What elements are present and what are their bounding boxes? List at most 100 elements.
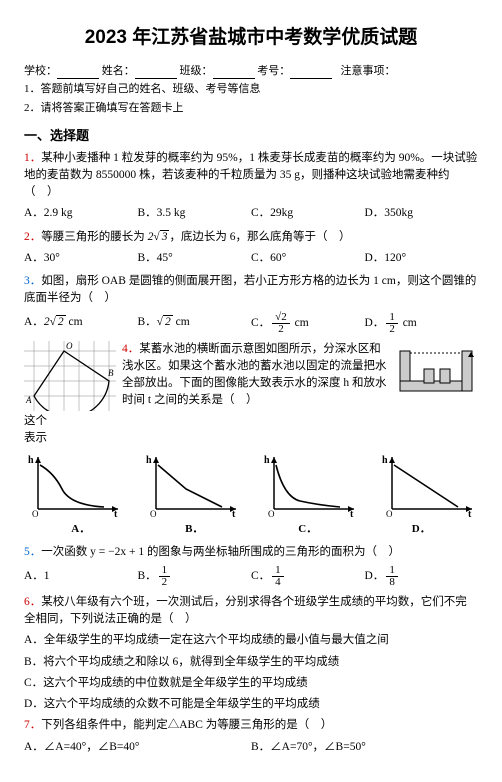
q6-opt-b: B．将六个平均成绩之和除以 6，就得到全年级学生的平均成绩 [24, 654, 478, 671]
question-2: 2．等腰三角形的腰长为 23，底边长为 6，那么底角等于（ ） [24, 229, 478, 246]
question-7: 7．下列各组条件中，能判定△ABC 为等腰三角形的是（ ） [24, 717, 478, 734]
q4-left-a: 这个 [24, 415, 47, 427]
q1-text: 某种小麦播种 1 粒发芽的概率约为 95%，1 株麦芽长成麦苗的概率约为 90%… [24, 152, 477, 199]
q7-number: 7． [24, 719, 41, 731]
class-slot [213, 66, 255, 79]
q1-opt-b: B．3.5 kg [138, 205, 252, 222]
q5-b-frac: 12 [159, 565, 171, 588]
q3-opt-d: D．12 cm [365, 312, 479, 335]
graph-c: h O t [260, 453, 360, 519]
svg-text:B: B [108, 368, 114, 378]
q2-text-a: 等腰三角形的腰长为 [41, 231, 145, 243]
q3-b-val: 2 [157, 316, 173, 328]
q5-options: A．1 B．12 C．14 D．18 [24, 565, 478, 588]
graph-d: h O t [378, 453, 478, 519]
svg-text:h: h [28, 455, 34, 466]
q2-sqrt: 23 [148, 231, 170, 243]
q4-graphs: h O t h O t h O t h O t [24, 453, 478, 519]
q1-opt-c: C．29kg [251, 205, 365, 222]
q3-d-pre: D． [365, 317, 385, 329]
q5-b-pre: B． [138, 570, 157, 582]
svg-text:O: O [32, 509, 39, 519]
svg-text:O: O [386, 509, 393, 519]
q7-opt-b: B．∠A=70°，∠B=50° [251, 739, 478, 756]
q3-opt-a: A．22 cm [24, 314, 138, 331]
q3-d-unit: cm [400, 317, 417, 329]
q4-label-a: A． [24, 521, 138, 538]
q3-c-unit: cm [292, 317, 309, 329]
svg-text:h: h [382, 455, 388, 466]
fan-figure: O A B [24, 341, 116, 411]
graph-b: h O t [142, 453, 242, 519]
section-1-title: 一、选择题 [24, 126, 478, 146]
q3-options: A．22 cm B．2 cm C．√22 cm D．12 cm [24, 312, 478, 335]
q5-opt-d: D．18 [365, 565, 479, 588]
q4-left-b: 表示 [24, 432, 47, 444]
svg-text:t: t [232, 509, 236, 519]
svg-text:h: h [146, 455, 152, 466]
q2-opt-c: C．60° [251, 250, 365, 267]
class-label: 班级： [180, 65, 213, 77]
q5-opt-c: C．14 [251, 565, 365, 588]
q4-number: 4． [122, 343, 139, 355]
svg-text:O: O [268, 509, 275, 519]
question-3: 3．如图，扇形 OAB 是圆锥的侧面展开图，若小正方形方格的边长为 1 cm，则… [24, 273, 478, 308]
q3-number: 3． [24, 275, 41, 287]
q7-text: 下列各组条件中，能判定△ABC 为等腰三角形的是（ ） [41, 719, 332, 731]
q2-opt-d: D．120° [365, 250, 479, 267]
q3-b-pre: B． [138, 316, 157, 328]
question-5: 5．一次函数 y = −2x + 1 的图象与两坐标轴所围成的三角形的面积为（ … [24, 544, 478, 561]
q3-c-frac: √22 [272, 312, 290, 335]
q2-opt-b: B．45° [138, 250, 252, 267]
q5-d-frac: 18 [386, 565, 398, 588]
q2-options: A．30° B．45° C．60° D．120° [24, 250, 478, 267]
q6-number: 6． [24, 596, 41, 608]
exam-slot [290, 66, 332, 79]
svg-text:t: t [114, 509, 118, 519]
q4-text-wrap: 4．某蓄水池的横断面示意图如图所示，分深水区和浅水区。如果这个蓄水池的蓄水池以固… [122, 341, 388, 410]
question-6: 6．某校八年级有六个班，一次测试后，分别求得各个班级学生成绩的平均数，它们不完全… [24, 594, 478, 629]
note-2: 2．请将答案正确填写在答题卡上 [24, 100, 478, 117]
q4-label-b: B． [138, 521, 252, 538]
q2-opt-a: A．30° [24, 250, 138, 267]
q3-a-unit: cm [66, 316, 83, 328]
q3-text: 如图，扇形 OAB 是圆锥的侧面展开图，若小正方形方格的边长为 1 cm，则这个… [24, 275, 476, 304]
q3-opt-b: B．2 cm [138, 314, 252, 331]
q5-opt-b: B．12 [138, 565, 252, 588]
notice-label: 注意事项： [341, 65, 396, 77]
svg-text:t: t [350, 509, 354, 519]
q5-c-pre: C． [251, 570, 270, 582]
q3-a-val: 22 [44, 316, 66, 328]
q5-c-frac: 14 [272, 565, 284, 588]
graph-a: h O t [24, 453, 124, 519]
name-label: 姓名： [102, 65, 135, 77]
q3-d-frac: 12 [386, 312, 398, 335]
q2-number: 2． [24, 231, 41, 243]
school-slot [57, 66, 99, 79]
name-slot [135, 66, 177, 79]
q6-opt-d: D．这六个平均成绩的众数不可能是全年级学生的平均成绩 [24, 696, 478, 713]
q3-a-pre: A． [24, 316, 44, 328]
q4-label-c: C． [251, 521, 365, 538]
question-4-row: O A B 4．某蓄水池的横断面示意图如图所示，分深水区和浅水区。如果这个蓄水池… [24, 341, 478, 411]
question-1: 1．某种小麦播种 1 粒发芽的概率约为 95%，1 株麦芽长成麦苗的概率约为 9… [24, 150, 478, 202]
q4-text: 某蓄水池的横断面示意图如图所示，分深水区和浅水区。如果这个蓄水池的蓄水池以固定的… [122, 343, 387, 407]
q4-side-labels: 这个 表示 [24, 413, 478, 448]
q7-options: A．∠A=40°，∠B=40° B．∠A=70°，∠B=50° [24, 739, 478, 756]
q2-text-b: ，底边长为 6，那么底角等于（ ） [169, 231, 350, 243]
q3-c-pre: C． [251, 317, 270, 329]
note-1: 1．答题前填写好自己的姓名、班级、考号等信息 [24, 81, 478, 98]
q1-opt-d: D．350kg [365, 205, 479, 222]
school-label: 学校： [24, 65, 57, 77]
svg-text:h: h [264, 455, 270, 466]
q5-number: 5． [24, 546, 41, 558]
q5-text: 一次函数 y = −2x + 1 的图象与两坐标轴所围成的三角形的面积为（ ） [41, 546, 400, 558]
q3-b-unit: cm [173, 316, 190, 328]
exam-label: 考号： [257, 65, 290, 77]
q6-opt-c: C．这六个平均成绩的中位数就是全年级学生的平均成绩 [24, 675, 478, 692]
svg-text:A: A [25, 395, 32, 405]
q6-opt-a: A．全年级学生的平均成绩一定在这六个平均成绩的最小值与最大值之间 [24, 632, 478, 649]
q1-number: 1． [24, 152, 41, 164]
q1-options: A．2.9 kg B．3.5 kg C．29kg D．350kg [24, 205, 478, 222]
q7-opt-a: A．∠A=40°，∠B=40° [24, 739, 251, 756]
